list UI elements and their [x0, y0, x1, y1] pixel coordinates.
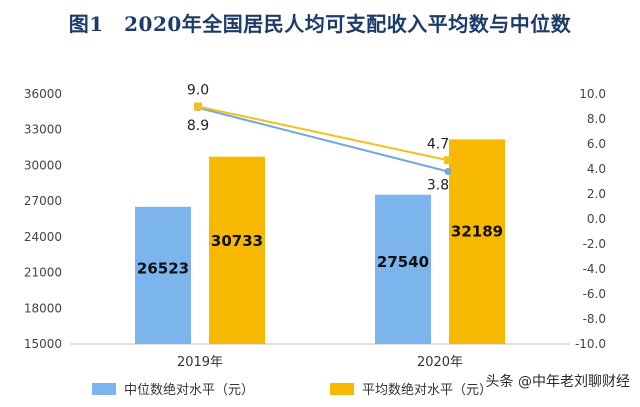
line-value-label: 4.7: [427, 136, 449, 152]
y-right-tick-label: 2.0: [587, 187, 606, 201]
bar: [375, 194, 431, 344]
y-left-tick-label: 30000: [24, 158, 62, 172]
legend-swatch: [92, 383, 116, 395]
y-left-tick-label: 36000: [24, 87, 62, 101]
y-left-tick-label: 24000: [24, 230, 62, 244]
bar: [449, 139, 505, 344]
y-right-tick-label: 0.0: [587, 212, 606, 226]
line-value-label: 9.0: [187, 83, 209, 99]
bar-value-label: 30733: [211, 232, 263, 250]
line-point: [444, 168, 452, 175]
series-line: [197, 106, 449, 173]
watermark-text: 头条 @中年老刘聊财经: [486, 373, 630, 390]
bar: [209, 156, 265, 344]
x-tick-label: 2019年: [177, 355, 223, 370]
y-right-tick-label: -8.0: [583, 312, 606, 326]
bar-value-label: 32189: [451, 222, 503, 240]
legend-label: 平均数绝对水平（元）: [362, 382, 492, 398]
line-point: [194, 102, 202, 111]
bar-value-label: 26523: [137, 260, 189, 278]
line-point: [444, 156, 452, 165]
y-right-tick-label: 4.0: [587, 162, 606, 176]
bar: [135, 206, 191, 344]
y-left-tick-label: 21000: [24, 266, 62, 280]
series-line: [197, 105, 449, 162]
y-left-tick-label: 27000: [24, 194, 62, 208]
legend-label: 中位数绝对水平（元）: [124, 382, 254, 398]
y-right-tick-label: -2.0: [583, 237, 606, 251]
y-right-tick-label: 6.0: [587, 137, 606, 151]
bar-value-label: 27540: [377, 253, 429, 271]
y-left-tick-label: 15000: [24, 337, 62, 351]
line-value-label: 3.8: [427, 178, 449, 194]
legend-swatch: [330, 383, 354, 395]
chart-title: 图1 2020年全国居民人均可支配收入平均数与中位数: [68, 12, 572, 36]
y-right-tick-label: -4.0: [583, 262, 606, 276]
y-left-tick-label: 33000: [24, 123, 62, 137]
y-left-tick-label: 18000: [24, 301, 62, 315]
y-right-tick-label: -6.0: [583, 287, 606, 301]
y-right-tick-label: 10.0: [579, 87, 606, 101]
y-right-tick-label: -10.0: [575, 337, 606, 351]
line-value-label: 8.9: [187, 118, 209, 134]
x-tick-label: 2020年: [417, 355, 463, 370]
y-right-tick-label: 8.0: [587, 112, 606, 126]
